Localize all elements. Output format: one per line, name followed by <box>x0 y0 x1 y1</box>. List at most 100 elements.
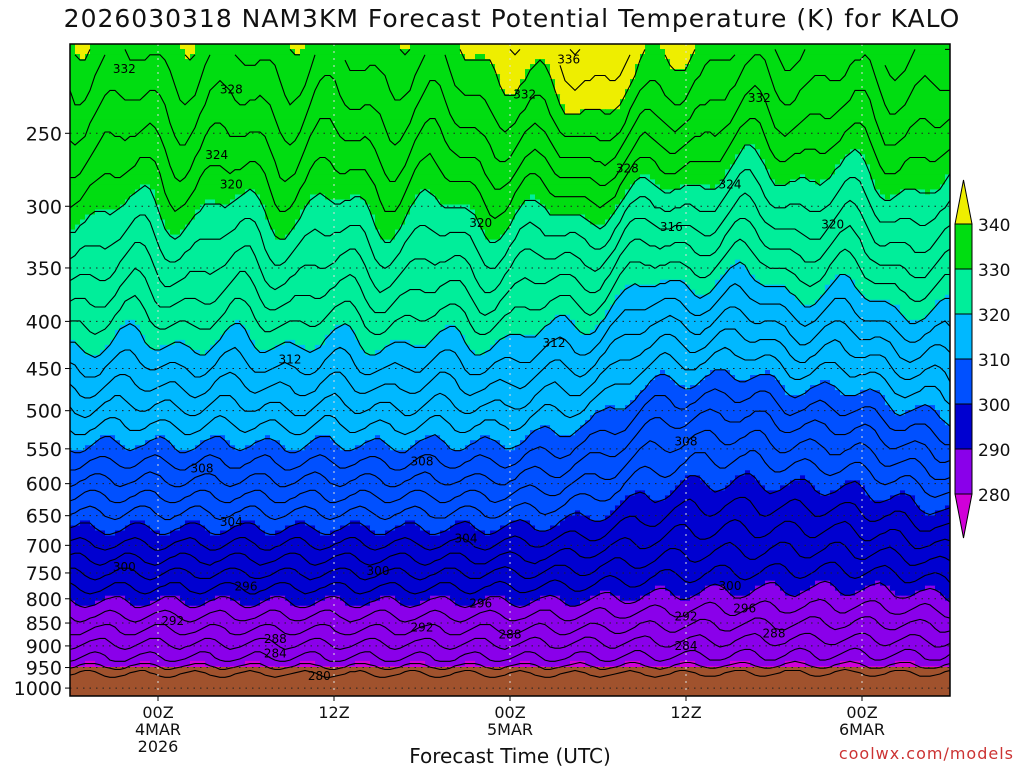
band-cell <box>425 94 431 100</box>
band-cell <box>530 104 536 110</box>
band-cell <box>815 49 821 55</box>
band-cell <box>380 84 386 90</box>
band-cell <box>370 164 376 170</box>
band-cell <box>140 89 146 95</box>
band-cell <box>430 99 436 105</box>
band-cell <box>820 119 826 125</box>
band-cell <box>385 64 391 70</box>
band-cell <box>830 54 836 60</box>
band-cell <box>200 184 206 190</box>
band-cell <box>240 124 246 130</box>
band-cell <box>820 134 826 140</box>
band-cell <box>600 69 606 75</box>
band-cell <box>345 54 351 60</box>
band-cell <box>810 114 816 120</box>
band-cell <box>545 169 551 175</box>
band-cell <box>885 139 891 145</box>
band-cell <box>640 119 646 125</box>
band-cell <box>380 149 386 155</box>
band-cell <box>375 169 381 175</box>
band-cell <box>485 44 491 50</box>
band-cell <box>900 174 906 180</box>
band-cell <box>165 169 171 175</box>
band-cell <box>205 84 211 90</box>
band-cell <box>365 129 371 135</box>
band-cell <box>610 99 616 105</box>
band-cell <box>450 59 456 65</box>
band-cell <box>445 49 451 55</box>
band-cell <box>280 154 286 160</box>
band-cell <box>500 134 506 140</box>
band-cell <box>875 169 881 175</box>
band-cell <box>380 54 386 60</box>
band-cell <box>90 134 96 140</box>
band-cell <box>520 44 526 50</box>
band-cell <box>730 169 736 175</box>
band-cell <box>435 129 441 135</box>
band-cell <box>940 134 946 140</box>
band-cell <box>370 129 376 135</box>
band-cell <box>810 59 816 65</box>
band-cell <box>580 44 586 50</box>
band-cell <box>785 84 791 90</box>
band-cell <box>690 174 696 180</box>
band-cell <box>550 99 556 105</box>
band-cell <box>720 139 726 145</box>
band-cell <box>710 154 716 160</box>
band-cell <box>185 149 191 155</box>
band-cell <box>405 104 411 110</box>
band-cell <box>235 119 241 125</box>
band-cell <box>110 119 116 125</box>
band-cell <box>190 44 196 50</box>
band-cell <box>485 164 491 170</box>
band-cell <box>425 169 431 175</box>
band-cell <box>220 49 226 55</box>
band-cell <box>780 124 786 130</box>
band-cell <box>345 44 351 50</box>
band-cell <box>355 119 361 125</box>
band-cell <box>270 119 276 125</box>
band-cell <box>910 94 916 100</box>
band-cell <box>470 129 476 135</box>
band-cell <box>190 84 196 90</box>
band-cell <box>820 44 826 50</box>
band-cell <box>385 144 391 150</box>
band-cell <box>560 164 566 170</box>
band-cell <box>895 94 901 100</box>
band-cell <box>720 49 726 55</box>
band-cell <box>330 179 336 185</box>
band-cell <box>230 119 236 125</box>
band-cell <box>165 54 171 60</box>
band-cell <box>80 44 86 50</box>
band-cell <box>165 174 171 180</box>
band-cell <box>855 74 861 80</box>
band-cell <box>610 159 616 165</box>
band-cell <box>940 159 946 165</box>
band-cell <box>615 49 621 55</box>
band-cell <box>275 184 281 190</box>
band-cell <box>460 109 466 115</box>
band-cell <box>255 154 261 160</box>
band-cell <box>600 154 606 160</box>
band-cell <box>115 169 121 175</box>
band-cell <box>465 169 471 175</box>
band-cell <box>80 144 86 150</box>
band-cell <box>700 94 706 100</box>
band-cell <box>260 94 266 100</box>
band-cell <box>320 59 326 65</box>
band-cell <box>685 129 691 135</box>
band-cell <box>810 164 816 170</box>
band-cell <box>150 104 156 110</box>
band-cell <box>830 154 836 160</box>
band-cell <box>770 169 776 175</box>
band-cell <box>130 149 136 155</box>
band-cell <box>455 74 461 80</box>
band-cell <box>375 114 381 120</box>
band-cell <box>200 94 206 100</box>
band-cell <box>940 104 946 110</box>
band-cell <box>695 64 701 70</box>
band-cell <box>495 94 501 100</box>
band-cell <box>850 154 856 160</box>
band-cell <box>165 94 171 100</box>
band-cell <box>450 109 456 115</box>
